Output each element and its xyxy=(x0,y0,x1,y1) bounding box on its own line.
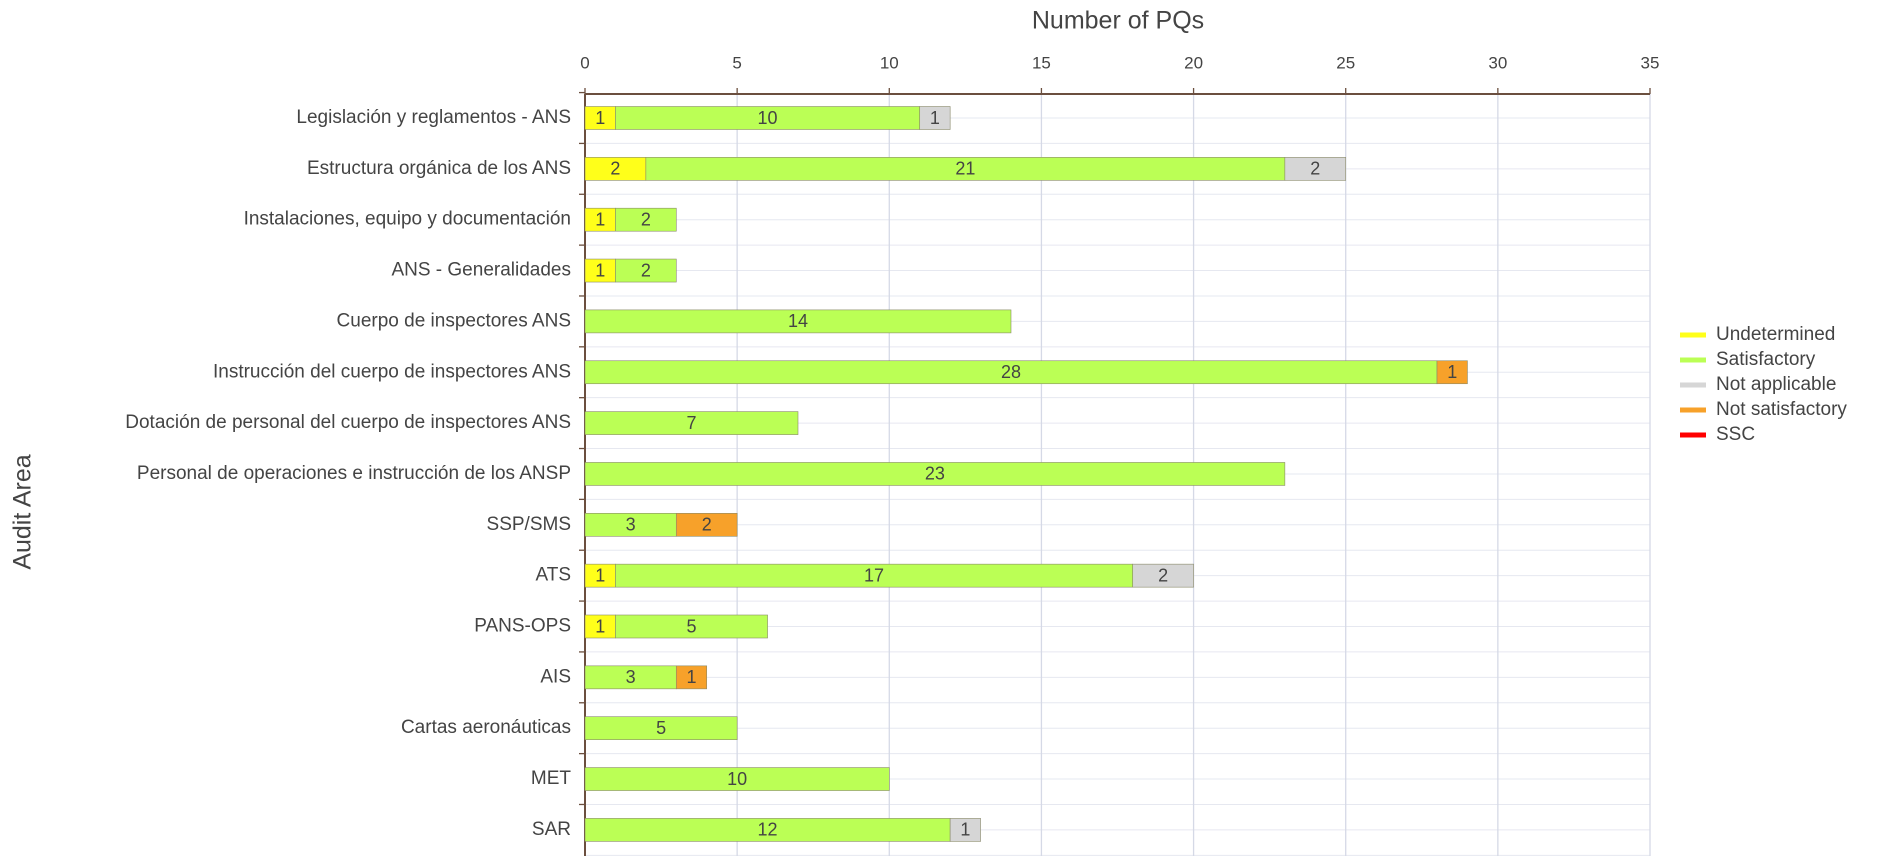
data-label: 17 xyxy=(864,565,884,585)
x-axis-title: Number of PQs xyxy=(1032,7,1204,35)
bar-segment xyxy=(584,411,799,435)
bar-segment xyxy=(584,767,890,791)
x-tick-label: 20 xyxy=(1184,53,1203,72)
y-tick-label: Legislación y reglamentos - ANS xyxy=(296,107,571,128)
y-tick-label: Personal de operaciones e instrucción de… xyxy=(137,463,571,484)
data-label: 3 xyxy=(626,515,636,535)
data-label: 1 xyxy=(930,108,940,128)
y-tick-label: Instrucción del cuerpo de inspectores AN… xyxy=(213,361,571,382)
y-tick-label: SSP/SMS xyxy=(487,514,571,535)
x-tick-label: 5 xyxy=(732,53,741,72)
bar-segment xyxy=(584,309,1012,334)
data-label: 23 xyxy=(925,464,945,484)
bar-segment xyxy=(584,716,738,741)
data-label: 1 xyxy=(1447,362,1457,382)
bar-segment xyxy=(1436,360,1468,385)
bar-segment xyxy=(919,106,951,130)
legend-label: SSC xyxy=(1716,424,1755,445)
data-label: 7 xyxy=(686,413,696,433)
data-label: 1 xyxy=(595,616,605,636)
bar-segment xyxy=(615,614,768,639)
bar-segment xyxy=(584,462,1286,486)
legend-label: Not applicable xyxy=(1716,374,1836,395)
x-tick-label: 25 xyxy=(1336,53,1355,72)
data-label: 21 xyxy=(955,159,975,179)
data-label: 3 xyxy=(626,667,636,687)
legend-label: Not satisfactory xyxy=(1716,399,1847,420)
data-label: 2 xyxy=(641,209,651,229)
y-tick-label: AIS xyxy=(540,666,571,687)
data-label: 1 xyxy=(595,108,605,128)
legend-label: Satisfactory xyxy=(1716,349,1816,370)
x-tick-label: 0 xyxy=(580,53,589,72)
y-tick-label: PANS-OPS xyxy=(474,616,571,637)
data-label: 1 xyxy=(595,209,605,229)
data-label: 10 xyxy=(758,108,778,128)
x-tick-label: 35 xyxy=(1641,53,1660,72)
y-tick-label: Instalaciones, equipo y documentación xyxy=(244,209,571,230)
data-label: 2 xyxy=(610,159,620,179)
legend-label: Undetermined xyxy=(1716,324,1835,345)
y-tick-label: ANS - Generalidades xyxy=(391,260,571,281)
data-label: 2 xyxy=(1158,565,1168,585)
y-tick-label: Cuerpo de inspectores ANS xyxy=(337,310,571,331)
bar-segment xyxy=(1132,563,1194,588)
bar-segment xyxy=(615,258,677,283)
data-label: 1 xyxy=(960,820,970,840)
x-tick-label: 10 xyxy=(880,53,899,72)
data-label: 28 xyxy=(1001,362,1021,382)
data-label: 5 xyxy=(686,616,696,636)
data-label: 14 xyxy=(788,311,808,331)
data-label: 10 xyxy=(727,769,747,789)
bar-segment xyxy=(949,818,981,842)
y-tick-label: Dotación de personal del cuerpo de inspe… xyxy=(125,412,571,433)
x-tick-label: 15 xyxy=(1032,53,1051,72)
data-label: 2 xyxy=(702,515,712,535)
data-label: 2 xyxy=(1310,159,1320,179)
data-label: 2 xyxy=(641,260,651,280)
y-tick-label: ATS xyxy=(535,565,571,586)
y-tick-label: MET xyxy=(531,768,572,789)
bar-segment xyxy=(1284,157,1347,181)
data-label: 5 xyxy=(656,718,666,738)
data-label: 1 xyxy=(686,667,696,687)
bar-segment xyxy=(675,665,708,690)
bar-segment xyxy=(675,512,738,537)
y-tick-label: SAR xyxy=(532,819,571,840)
bar-segment xyxy=(615,207,677,232)
y-tick-label: Estructura orgánica de los ANS xyxy=(307,158,571,179)
y-tick-label: Cartas aeronáuticas xyxy=(401,717,571,738)
data-label: 12 xyxy=(758,820,778,840)
data-label: 1 xyxy=(595,565,605,585)
y-axis-title: Audit Area xyxy=(9,454,37,569)
x-tick-label: 30 xyxy=(1488,53,1507,72)
data-label: 1 xyxy=(595,260,605,280)
